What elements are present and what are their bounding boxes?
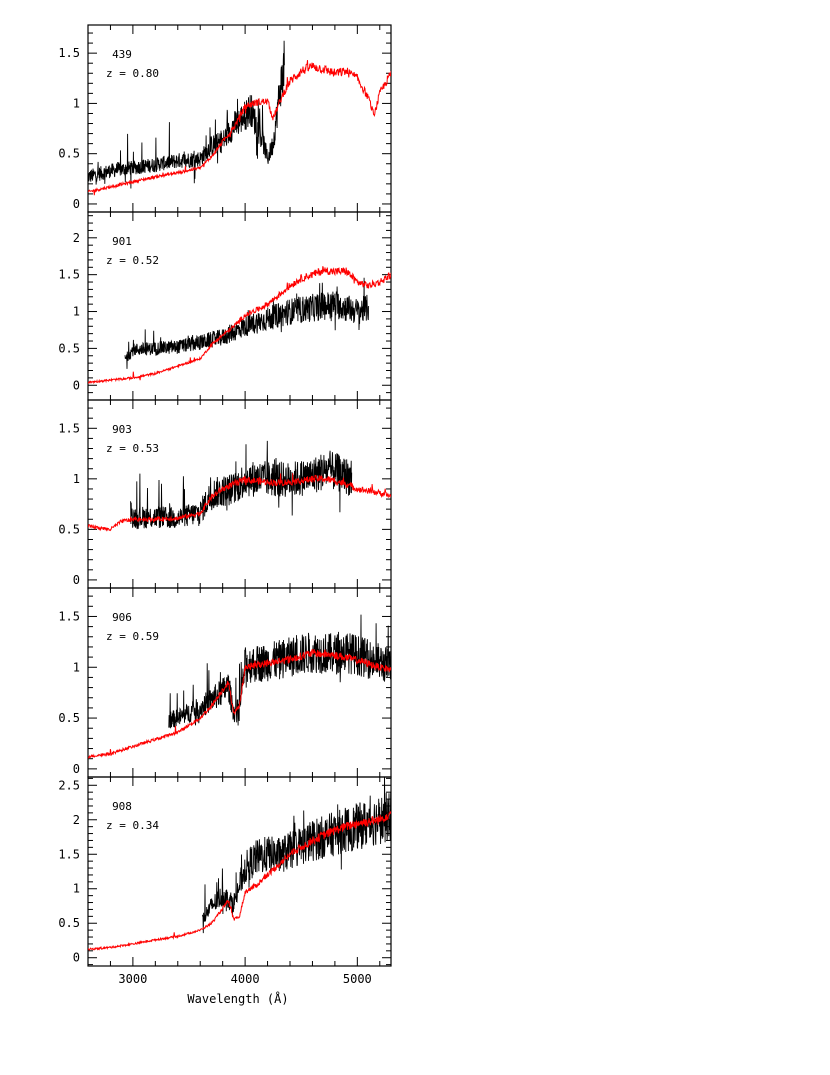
template-spectrum-line xyxy=(88,473,391,532)
template-spectrum-line xyxy=(88,810,391,951)
panel-906: 0 0.5 1 1.5 906 z = 0.59 xyxy=(58,587,392,778)
panel-id-label: 903 xyxy=(112,423,132,436)
y-tick-label: 0 xyxy=(73,573,80,587)
y-tick-label: 2 xyxy=(73,231,80,245)
y-tick-label: 0.5 xyxy=(58,147,80,161)
y-tick-label: 0 xyxy=(73,951,80,965)
x-tick-label: 5000 xyxy=(343,972,372,986)
panel-id-label: 908 xyxy=(112,800,132,813)
template-spectrum-line xyxy=(88,60,391,196)
panel-lines xyxy=(88,266,391,385)
panel-id-label: 901 xyxy=(112,235,132,248)
panel-z-label: z = 0.59 xyxy=(106,630,159,643)
observed-spectrum-line xyxy=(202,777,391,934)
y-tick-label: 0 xyxy=(73,762,80,776)
y-tick-label: 2 xyxy=(73,813,80,827)
y-tick-label: 1 xyxy=(73,96,80,110)
panel-id-label: 439 xyxy=(112,48,132,61)
panel-901: 0 0.5 1 1.5 2 901 z = 0.52 xyxy=(58,211,392,401)
y-tick-label: 1.5 xyxy=(58,268,80,282)
y-tick-label: 0.5 xyxy=(58,916,80,930)
panel-id-label: 906 xyxy=(112,611,132,624)
y-tick-label: 1.5 xyxy=(58,421,80,435)
observed-spectrum-line xyxy=(124,277,370,369)
y-tick-label: 1.5 xyxy=(58,609,80,623)
panel-lines xyxy=(88,40,391,196)
y-tick-label: 2.5 xyxy=(58,778,80,792)
x-tick-label: 3000 xyxy=(118,972,147,986)
y-tick-label: 0.5 xyxy=(58,522,80,536)
panel-z-label: z = 0.34 xyxy=(106,819,159,832)
panel-439: 0 0.5 1 1.5 439 z = 0.80 xyxy=(58,24,392,213)
y-tick-label: 1 xyxy=(73,882,80,896)
panel-lines xyxy=(88,777,391,951)
observed-spectrum-line xyxy=(168,614,391,729)
observed-spectrum-line xyxy=(130,440,353,530)
y-tick-label: 1 xyxy=(73,660,80,674)
y-tick-label: 1 xyxy=(73,472,80,486)
panel-z-label: z = 0.53 xyxy=(106,442,159,455)
y-tick-label: 0 xyxy=(73,378,80,392)
panel-903: 0 0.5 1 1.5 903 z = 0.53 xyxy=(58,399,392,589)
y-tick-label: 0 xyxy=(73,197,80,211)
y-tick-label: 1.5 xyxy=(58,847,80,861)
template-spectrum-line xyxy=(88,266,391,385)
observed-spectrum-line xyxy=(88,40,285,189)
panel-z-label: z = 0.80 xyxy=(106,67,159,80)
panel-z-label: z = 0.52 xyxy=(106,254,159,267)
x-tick-label: 4000 xyxy=(231,972,260,986)
y-tick-label: 1.5 xyxy=(58,46,80,60)
panel-908: 0 0.5 1 1.5 2 2.5 908 z = 0.34 xyxy=(58,776,392,967)
y-tick-label: 0.5 xyxy=(58,341,80,355)
y-tick-label: 1 xyxy=(73,305,80,319)
y-tick-label: 0.5 xyxy=(58,711,80,725)
x-axis-label: Wavelength (Å) xyxy=(187,991,288,1006)
template-spectrum-line xyxy=(88,648,391,759)
panel-lines xyxy=(88,614,391,759)
panel-lines xyxy=(88,440,391,532)
panel-frame xyxy=(87,776,392,967)
